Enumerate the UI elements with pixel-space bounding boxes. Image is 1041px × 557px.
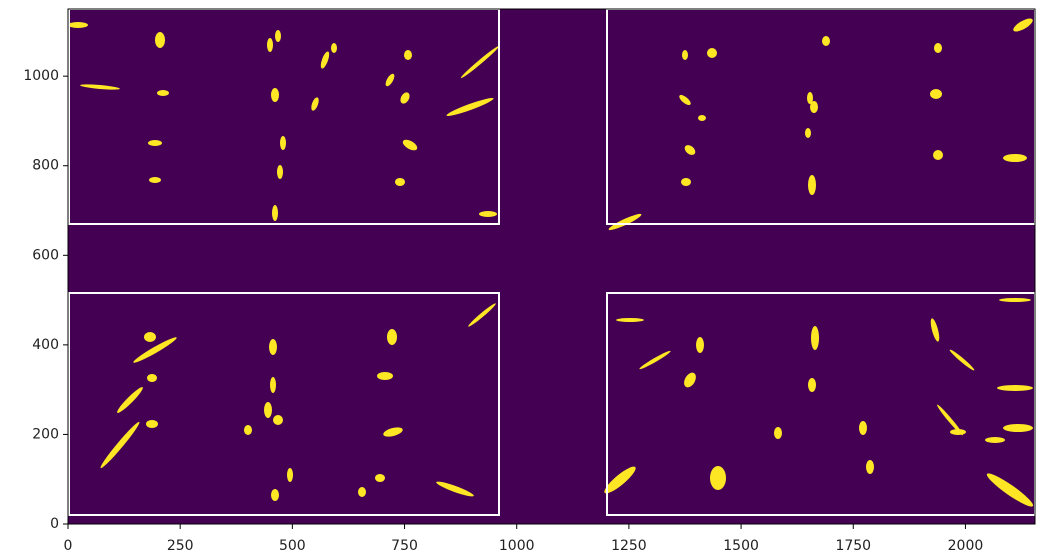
- x-tick-label: 1000: [499, 538, 535, 554]
- x-tick-label: 0: [64, 538, 73, 554]
- mask-blobs: [68, 18, 1034, 507]
- x-tick-label: 500: [279, 538, 306, 554]
- x-tick-label: 1500: [723, 538, 759, 554]
- y-tick-label: 400: [32, 337, 59, 353]
- y-tick-label: 200: [32, 426, 59, 442]
- y-tick-label: 1000: [23, 68, 59, 84]
- x-tick-label: 750: [391, 538, 418, 554]
- image-area: [68, 9, 1035, 524]
- x-tick-label: 250: [167, 538, 194, 554]
- y-tick-label: 0: [50, 516, 59, 532]
- x-tick-label: 1750: [835, 538, 871, 554]
- x-tick-label: 1250: [611, 538, 647, 554]
- axes-frame: [67, 8, 1036, 525]
- y-tick-label: 800: [32, 158, 59, 174]
- y-tick-label: 600: [32, 247, 59, 263]
- x-tick-label: 2000: [948, 538, 984, 554]
